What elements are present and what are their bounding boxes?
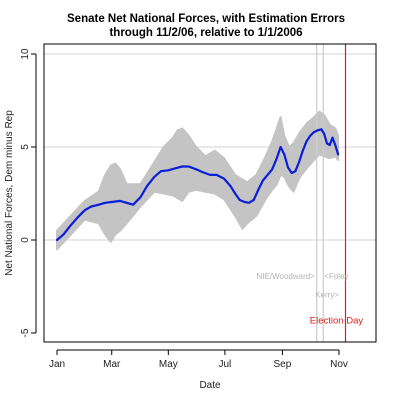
- series-point: [160, 170, 162, 173]
- y-tick-label: -5: [20, 328, 31, 337]
- series-point: [287, 166, 289, 169]
- series-point: [111, 201, 114, 203]
- series-point: [146, 185, 148, 188]
- series-points: [56, 128, 339, 241]
- series-point: [334, 144, 337, 147]
- series-point: [104, 201, 107, 204]
- series-point: [301, 149, 304, 152]
- series-point: [298, 161, 300, 163]
- series-point: [153, 175, 156, 178]
- series-point: [294, 170, 297, 173]
- annotation-label: Kerry>: [315, 291, 339, 300]
- series-point: [238, 199, 241, 201]
- y-tick-label: 0: [20, 237, 31, 243]
- series-point: [167, 169, 170, 172]
- event-lines: [316, 44, 347, 342]
- series-point: [90, 205, 93, 208]
- x-tick-label: Sep: [274, 359, 292, 370]
- series-point: [234, 192, 237, 195]
- annotation-label: Election Day: [310, 316, 364, 327]
- plot-frame: [43, 43, 377, 343]
- series-point: [257, 188, 260, 191]
- series-point: [320, 128, 323, 131]
- series-point: [56, 239, 58, 241]
- series-point: [283, 153, 286, 156]
- series-point: [337, 153, 339, 156]
- series-point: [316, 129, 319, 132]
- x-tick-label: Jul: [219, 359, 232, 370]
- series-point: [262, 179, 264, 182]
- series-point: [201, 171, 204, 174]
- y-tick-label: 5: [20, 144, 31, 150]
- y-tick-label: 10: [20, 48, 31, 60]
- series-point: [313, 131, 315, 134]
- series-point: [70, 224, 72, 227]
- x-tick-label: Jan: [49, 359, 65, 370]
- series-point: [223, 177, 225, 180]
- series-point: [266, 174, 269, 176]
- y-axis-label: Net National Forces, Dem minus Rep: [4, 110, 15, 276]
- series-point: [215, 174, 218, 176]
- series-point: [279, 146, 282, 148]
- series-point: [229, 185, 232, 188]
- series-point: [328, 144, 331, 147]
- chart-title: Senate Net National Forces, with Estimat…: [67, 13, 345, 39]
- series-point: [173, 167, 176, 170]
- annotations: NIE/Woodward> <Foley Kerry> Election Day: [257, 272, 364, 327]
- x-axis-label: Date: [199, 380, 221, 391]
- series-point: [209, 174, 212, 176]
- series-point: [331, 136, 334, 139]
- x-tick-label: Nov: [330, 359, 348, 370]
- series-point: [309, 134, 312, 137]
- x-tick-label: May: [159, 359, 178, 370]
- annotation-label: <Foley: [324, 272, 348, 281]
- series-point: [243, 201, 246, 203]
- series-point: [83, 209, 86, 212]
- series-point: [275, 157, 278, 160]
- series-point: [195, 168, 198, 171]
- x-axis: Jan Mar May Jul Sep Nov: [49, 349, 348, 370]
- y-axis: -5 0 5 10: [20, 48, 37, 337]
- series-point: [97, 203, 100, 206]
- error-band-area: [56, 110, 340, 251]
- chart-title-line2: through 11/2/06, relative to 1/1/2006: [109, 27, 302, 39]
- series-point: [62, 233, 65, 236]
- series-point: [248, 201, 250, 204]
- series-point: [326, 142, 328, 145]
- series-point: [139, 196, 142, 199]
- series-point: [76, 216, 79, 219]
- series-point: [125, 201, 128, 204]
- series-point: [187, 165, 190, 168]
- series-point: [323, 133, 326, 135]
- series-point: [305, 140, 308, 143]
- series-point: [271, 168, 274, 171]
- chart-title-line1: Senate Net National Forces, with Estimat…: [67, 13, 345, 25]
- error-band: [56, 110, 340, 251]
- series-point: [290, 172, 293, 174]
- annotation-label: NIE/Woodward>: [257, 272, 316, 281]
- x-tick-label: Mar: [103, 359, 121, 370]
- series-point: [181, 165, 184, 168]
- series-point: [132, 203, 135, 206]
- series-point: [119, 200, 121, 202]
- series-point: [252, 199, 255, 201]
